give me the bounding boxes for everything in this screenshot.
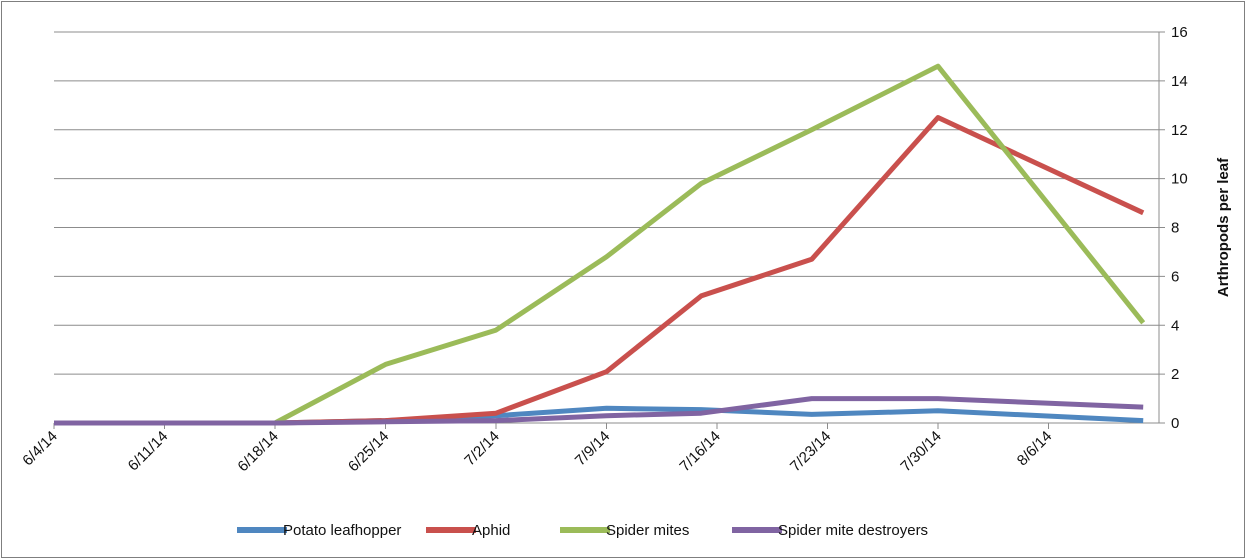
x-tick-label: 6/4/14 [19,428,61,470]
x-tick-label: 6/11/14 [125,428,172,475]
x-tick-label: 7/23/14 [787,428,834,475]
y-tick-label: 6 [1171,268,1179,285]
gridlines [54,31,1159,375]
y-tick-label: 2 [1171,366,1179,383]
y-tick-label: 16 [1171,24,1188,41]
x-tick-label: 7/2/14 [461,428,503,470]
y-tick-label: 8 [1171,220,1179,237]
x-tick-label: 7/9/14 [572,428,614,470]
series-line-aphid [54,115,1145,426]
legend-label: Spider mite destroyers [778,522,928,539]
legend-label: Spider mites [606,522,689,539]
y-tick-label: 14 [1171,73,1188,90]
y-axis-label: Arthropods per leaf [1215,157,1232,297]
series-line-spider-mites [54,63,1146,426]
legend-item: Potato leafhopper [237,522,401,539]
legend-item: Spider mites [560,522,689,539]
y-tick-label: 10 [1171,171,1188,188]
y-tick-label: 0 [1171,415,1179,432]
y-tick-label: 12 [1171,122,1188,139]
legend-item: Spider mite destroyers [732,522,928,539]
legend: Potato leafhopper Aphid Spider mites Spider… [237,522,928,539]
y-tick-labels: 0 2 4 6 8 10 12 14 16 [1171,24,1188,432]
x-tick-label: 8/6/14 [1014,428,1056,470]
x-tick-label: 6/25/14 [345,428,392,475]
legend-item: Aphid [426,522,510,539]
x-tick-labels: 6/4/14 6/11/14 6/18/14 6/25/14 7/2/14 7/9/14 7… [19,428,1055,475]
y-tick-label: 4 [1171,317,1179,334]
x-tick-label: 7/16/14 [676,428,723,475]
legend-label: Potato leafhopper [283,522,401,539]
legend-label: Aphid [472,522,510,539]
series-line-spider-mite-destroyers [54,396,1144,426]
x-tick-label: 7/30/14 [897,428,944,475]
series-lines [54,63,1146,426]
x-tick-label: 6/18/14 [234,428,281,475]
